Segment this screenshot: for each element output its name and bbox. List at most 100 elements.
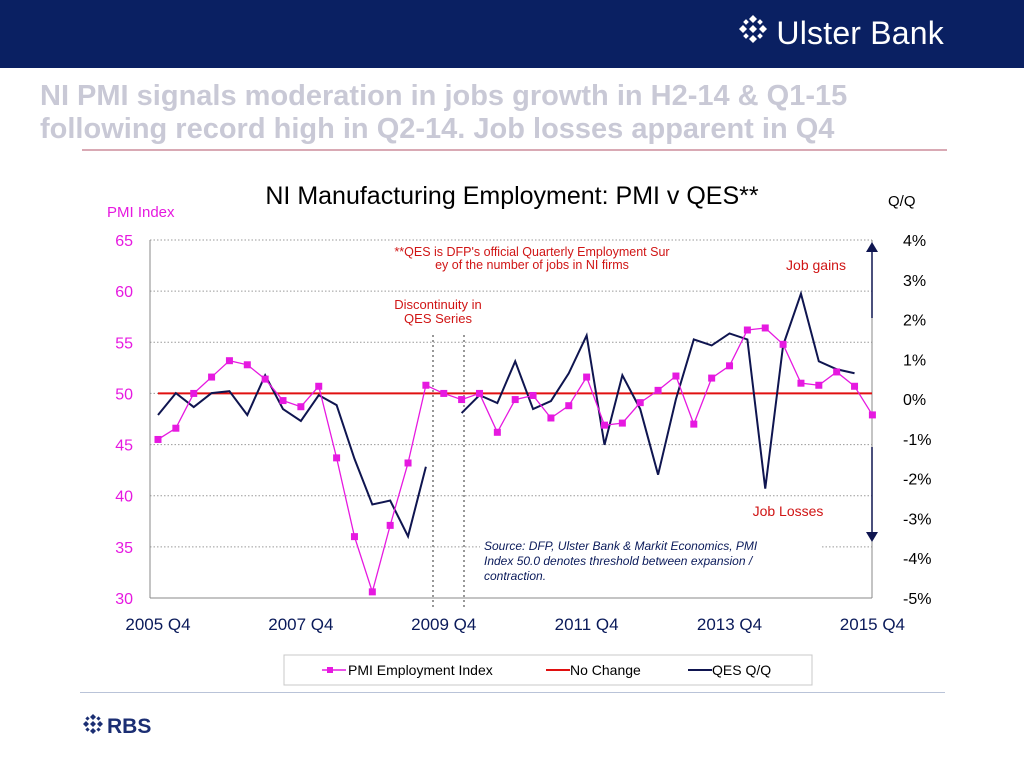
pmi-marker bbox=[422, 381, 430, 389]
pmi-marker bbox=[511, 396, 519, 404]
qes-note-line-2: ey of the number of jobs in NI firms bbox=[435, 258, 629, 272]
pmi-marker bbox=[458, 396, 466, 404]
pmi-marker bbox=[368, 588, 376, 596]
pmi-marker bbox=[315, 382, 323, 390]
qes-note-line-1: **QES is DFP's official Quarterly Employ… bbox=[394, 245, 669, 259]
ulster-bank-logo-icon bbox=[738, 14, 768, 52]
y-left-axis-label: PMI Index bbox=[107, 204, 175, 221]
y-right-tick-label: 2% bbox=[903, 313, 926, 330]
pmi-marker bbox=[868, 411, 876, 419]
pmi-marker bbox=[350, 533, 358, 541]
y-right-tick-label: -3% bbox=[903, 511, 931, 528]
x-tick-label: 2013 Q4 bbox=[697, 615, 762, 634]
source-note-line-2: Index 50.0 denotes threshold between exp… bbox=[484, 554, 754, 568]
rbs-brand: RBS bbox=[82, 713, 151, 741]
pmi-marker bbox=[208, 373, 216, 381]
ulster-bank-brand: Ulster Bank bbox=[738, 14, 944, 52]
x-tick-label: 2009 Q4 bbox=[411, 615, 476, 634]
job-losses-label: Job Losses bbox=[753, 503, 824, 519]
y-left-tick-label: 35 bbox=[115, 540, 133, 557]
pmi-marker bbox=[690, 420, 698, 428]
pmi-marker bbox=[243, 361, 251, 369]
y-left-tick-label: 60 bbox=[115, 284, 133, 301]
headline-line-1: NI PMI signals moderation in jobs growth… bbox=[40, 80, 848, 112]
employment-chart: 65 60 55 50 45 40 35 30 4% 3% 2% 1% 0% -1% -2% -3% -4% -5… bbox=[107, 182, 931, 686]
x-tick-label: 2011 Q4 bbox=[555, 615, 619, 634]
pmi-marker bbox=[261, 375, 269, 383]
pmi-marker bbox=[154, 435, 162, 443]
legend-pmi-marker bbox=[327, 667, 333, 673]
pmi-marker bbox=[726, 362, 734, 370]
pmi-marker bbox=[601, 421, 608, 429]
y-right-tick-label: 0% bbox=[903, 392, 926, 409]
job-gains-label: Job gains bbox=[786, 257, 846, 273]
job-losses-arrowhead bbox=[866, 532, 878, 542]
x-tick-label: 2005 Q4 bbox=[125, 615, 190, 634]
y-left-tick-label: 55 bbox=[115, 335, 133, 352]
source-note-line-3: contraction. bbox=[484, 569, 546, 583]
rbs-logo-icon bbox=[82, 713, 104, 741]
y-right-tick-label: 1% bbox=[903, 352, 926, 369]
source-note-box bbox=[480, 537, 820, 585]
pmi-marker bbox=[583, 373, 591, 381]
legend-item-qes: QES Q/Q bbox=[712, 662, 771, 678]
slide-headline: NI PMI signals moderation in jobs growth… bbox=[40, 80, 1000, 146]
pmi-marker bbox=[493, 428, 501, 436]
legend: PMI Employment Index No Change QES Q/Q bbox=[283, 654, 813, 686]
chart-title: NI Manufacturing Employment: PMI v QES** bbox=[265, 182, 759, 210]
discontinuity-label-line-1: Discontinuity in bbox=[394, 297, 481, 312]
job-gains-arrowhead bbox=[866, 242, 878, 252]
y-left-tick-label: 40 bbox=[115, 489, 133, 506]
legend-box bbox=[283, 654, 813, 686]
y-right-tick-label: -4% bbox=[903, 551, 931, 568]
pmi-marker bbox=[333, 454, 341, 462]
x-tick-label: 2007 Q4 bbox=[268, 615, 333, 634]
headline-underline bbox=[82, 149, 947, 151]
pmi-marker bbox=[279, 397, 287, 405]
y-left-tick-label: 45 bbox=[115, 438, 133, 455]
pmi-marker bbox=[297, 403, 305, 411]
legend-item-no-change: No Change bbox=[570, 662, 641, 678]
discontinuity-label-line-2: QES Series bbox=[404, 311, 472, 326]
pmi-marker bbox=[225, 357, 233, 365]
pmi-marker bbox=[815, 381, 823, 389]
x-tick-label: 2015 Q4 bbox=[840, 615, 905, 634]
y-right-tick-label: -5% bbox=[903, 591, 931, 608]
y-right-tick-label: 4% bbox=[903, 233, 926, 250]
y-left-tick-label: 30 bbox=[115, 591, 133, 608]
y-left-tick-label: 65 bbox=[115, 233, 133, 250]
qes-series-line bbox=[157, 372, 427, 540]
footer-divider bbox=[80, 692, 945, 693]
pmi-marker bbox=[440, 389, 448, 397]
y-right-axis-label: Q/Q bbox=[888, 193, 916, 210]
legend-item-pmi: PMI Employment Index bbox=[348, 662, 493, 678]
pmi-marker bbox=[743, 326, 751, 334]
pmi-marker bbox=[529, 391, 537, 399]
pmi-marker bbox=[547, 414, 555, 422]
pmi-marker bbox=[636, 399, 644, 407]
pmi-marker bbox=[172, 424, 180, 432]
discontinuity-lines bbox=[432, 335, 465, 610]
pmi-marker bbox=[797, 379, 805, 387]
source-note-line-1: Source: DFP, Ulster Bank & Markit Econom… bbox=[484, 539, 758, 553]
rbs-name: RBS bbox=[107, 715, 152, 738]
y-right-tick-label: 3% bbox=[903, 273, 926, 290]
source-note: Source: DFP, Ulster Bank & Markit Econom… bbox=[480, 537, 820, 585]
brand-name: Ulster Bank bbox=[776, 14, 944, 51]
pmi-marker bbox=[190, 389, 198, 397]
top-banner: Ulster Bank bbox=[0, 0, 1024, 68]
qes-series-line bbox=[460, 290, 855, 489]
y-left-tick-label: 50 bbox=[115, 386, 133, 403]
pmi-marker bbox=[851, 382, 859, 390]
pmi-marker bbox=[475, 389, 483, 397]
y-right-tick-label: -1% bbox=[903, 432, 931, 449]
pmi-marker bbox=[833, 368, 841, 376]
pmi-marker bbox=[565, 402, 573, 410]
pmi-marker bbox=[761, 324, 769, 332]
pmi-marker bbox=[386, 521, 394, 529]
axes: 65 60 55 50 45 40 35 30 4% 3% 2% 1% 0% -1% -2% -3% -4% -5… bbox=[115, 233, 931, 634]
pmi-marker bbox=[708, 374, 716, 382]
pmi-marker bbox=[779, 340, 787, 348]
pmi-marker bbox=[404, 459, 412, 467]
pmi-markers bbox=[154, 324, 876, 596]
